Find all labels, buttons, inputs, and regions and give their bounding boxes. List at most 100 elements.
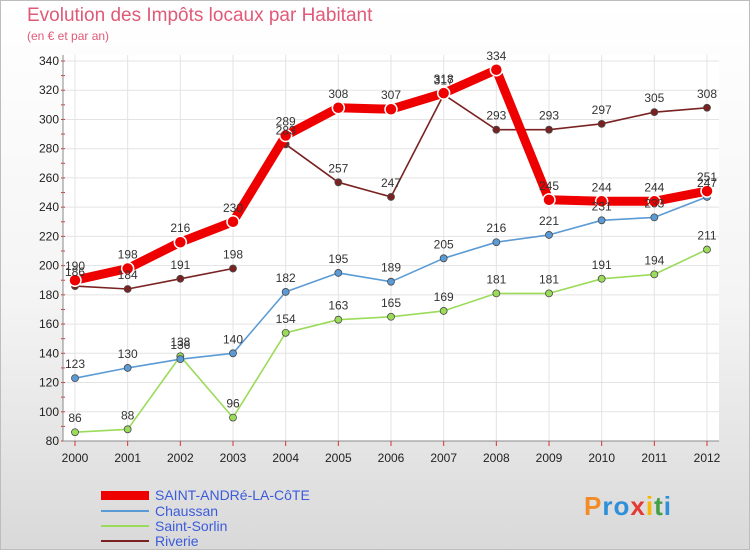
data-label: 140 — [223, 332, 243, 346]
data-point — [439, 254, 448, 263]
data-label: 305 — [644, 91, 664, 105]
data-point — [387, 277, 395, 286]
data-point — [597, 119, 606, 128]
legend-label: Chaussan — [155, 503, 219, 519]
data-point — [703, 245, 711, 254]
data-point — [123, 364, 132, 372]
data-point — [226, 215, 240, 229]
x-tick-label: 2008 — [483, 451, 510, 465]
x-tick-label: 2004 — [272, 451, 299, 465]
data-label: 165 — [381, 296, 401, 310]
data-point — [334, 178, 343, 187]
legend-item: Saint-Sorlin — [101, 518, 227, 534]
data-point — [542, 193, 556, 207]
y-tick-label: 340 — [39, 54, 59, 68]
data-point — [545, 289, 553, 298]
chart-subtitle: (en € et par an) — [27, 29, 110, 43]
data-point — [545, 231, 553, 239]
data-point — [331, 101, 346, 115]
data-label: 244 — [644, 180, 664, 194]
data-point — [120, 261, 135, 276]
data-point — [176, 274, 185, 283]
y-tick-label: 80 — [46, 434, 60, 448]
data-label: 216 — [486, 221, 506, 235]
data-label: 251 — [697, 170, 717, 184]
legend-label: Riverie — [155, 533, 199, 549]
legend-label: SAINT-ANDRé-LA-CôTE — [155, 487, 310, 503]
x-tick-label: 2003 — [220, 451, 247, 465]
data-label: 86 — [68, 411, 82, 425]
y-tick-label: 320 — [39, 83, 59, 97]
data-label: 230 — [223, 201, 243, 215]
data-point — [334, 269, 343, 277]
data-point — [71, 428, 79, 437]
data-label: 138 — [170, 335, 190, 349]
data-label: 96 — [226, 397, 240, 411]
data-label: 191 — [170, 258, 190, 272]
data-point — [229, 264, 237, 273]
x-tick-label: 2009 — [536, 451, 563, 465]
legend-item: Riverie — [101, 533, 199, 549]
data-point — [597, 216, 606, 225]
data-label: 182 — [276, 271, 296, 285]
data-label: 130 — [118, 347, 138, 361]
data-label: 154 — [276, 312, 296, 326]
y-tick-label: 180 — [39, 288, 59, 302]
data-point — [492, 238, 501, 247]
x-tick-label: 2007 — [430, 451, 457, 465]
proxiti-logo: Proxiti — [584, 491, 672, 521]
y-tick-label: 280 — [39, 142, 59, 156]
data-point — [594, 194, 609, 209]
y-tick-label: 260 — [39, 171, 59, 185]
y-tick-label: 200 — [39, 259, 59, 273]
data-label: 189 — [381, 261, 401, 275]
data-label: 244 — [592, 180, 612, 194]
data-point — [650, 108, 659, 117]
data-label: 198 — [223, 248, 243, 262]
data-label: 245 — [539, 179, 559, 193]
data-point — [647, 194, 662, 209]
x-tick-label: 2001 — [114, 451, 141, 465]
data-label: 317 — [434, 74, 454, 88]
data-label: 190 — [65, 259, 85, 273]
y-tick-label: 300 — [39, 112, 59, 126]
legend-item: SAINT-ANDRé-LA-CôTE — [101, 487, 310, 503]
data-point — [492, 125, 501, 134]
data-point — [281, 328, 290, 337]
data-label: 186 — [65, 265, 85, 279]
data-point — [436, 86, 451, 100]
data-point — [492, 289, 501, 298]
data-label: 308 — [697, 87, 717, 101]
data-label: 123 — [65, 357, 85, 371]
data-label: 308 — [328, 87, 348, 101]
data-label: 307 — [381, 88, 401, 102]
data-point — [387, 312, 395, 321]
data-point — [650, 270, 659, 279]
data-label: 216 — [170, 221, 190, 235]
data-point — [387, 193, 395, 201]
data-label: 191 — [592, 258, 612, 272]
data-point — [703, 103, 711, 112]
data-point — [439, 307, 448, 315]
legend-swatch — [101, 525, 149, 527]
data-point — [123, 425, 132, 434]
data-label: 318 — [434, 72, 454, 86]
legend-swatch — [101, 490, 149, 500]
data-label: 163 — [328, 299, 348, 313]
y-tick-label: 240 — [39, 200, 59, 214]
data-point — [68, 273, 82, 287]
x-tick-label: 2005 — [325, 451, 352, 465]
data-label: 289 — [276, 115, 296, 129]
data-point — [597, 274, 606, 283]
data-label: 283 — [276, 123, 296, 137]
data-label: 136 — [170, 338, 190, 352]
data-point — [281, 288, 290, 296]
data-label: 198 — [118, 248, 138, 262]
data-label: 181 — [539, 272, 559, 286]
y-tick-label: 220 — [39, 229, 59, 243]
legend-swatch — [101, 540, 149, 542]
data-point — [489, 63, 504, 77]
x-tick-label: 2011 — [641, 451, 667, 465]
data-point — [71, 374, 79, 383]
data-label: 247 — [381, 176, 401, 190]
